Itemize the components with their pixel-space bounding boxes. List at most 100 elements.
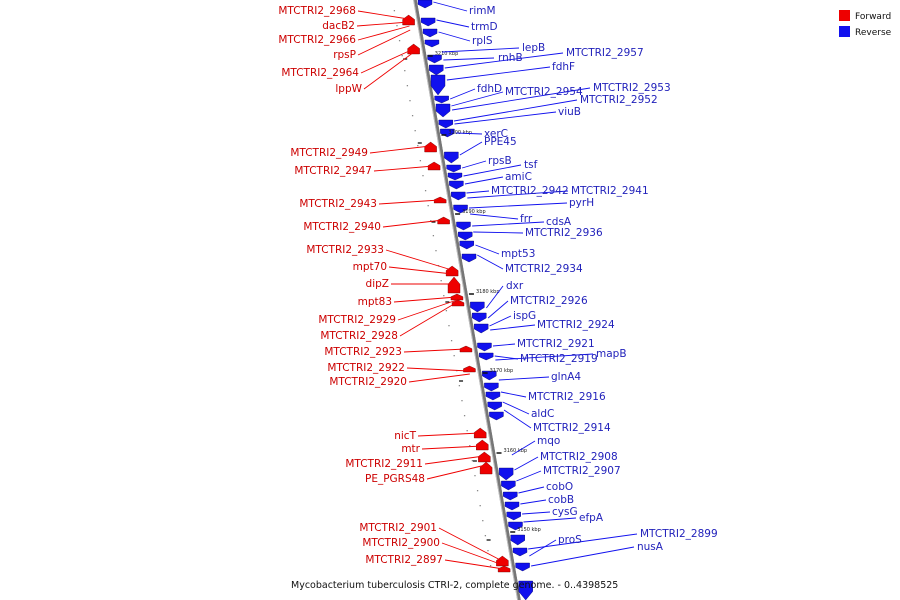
reverse-gene-block [508,521,523,531]
forward-leader-line [397,299,458,321]
reverse-leader-line [441,47,520,53]
reverse-gene-label: MTCTRI2_2926 [510,295,588,307]
reverse-gene-block [422,28,438,38]
forward-gene-block [447,276,461,294]
reverse-gene-label: PPE45 [484,136,517,148]
reverse-leader-line [451,91,504,107]
forward-gene-block [459,345,473,353]
scale-tick-label: 3190 kbp [462,209,486,215]
reverse-leader-line [523,517,577,523]
legend: Forward Reverse [839,10,892,38]
reverse-gene-label: MTCTRI2_2953 [593,82,671,94]
position-dot [404,70,406,72]
reverse-gene-label: cobO [546,481,573,493]
position-dot [427,205,429,207]
position-dot [487,550,489,552]
reverse-gene-label: trmD [471,21,498,33]
reverse-leader-line [520,499,547,505]
position-dot [435,250,437,252]
reverse-gene-label: nusA [637,541,664,553]
forward-leader-line [369,145,431,154]
forward-gene-block [427,161,441,171]
forward-gene-label: MTCTRI2_2922 [327,362,405,374]
reverse-gene-label: tsf [524,159,538,171]
reverse-leader-line [500,391,527,398]
reverse-leader-line [454,111,557,125]
reverse-gene-label: MTCTRI2_2934 [505,263,583,275]
forward-leader-line [356,21,409,27]
forward-gene-label: MTCTRI2_2968 [278,5,356,17]
forward-leader-line [406,367,470,372]
reverse-gene-label: MTCTRI2_2908 [540,451,618,463]
forward-leader-line [382,219,444,228]
backbone-highlight [413,0,519,600]
forward-gene-block [407,43,420,55]
forward-leader-line [360,48,414,74]
reverse-leader-line [502,401,530,415]
forward-gene-label: MTCTRI2_2928 [320,330,398,342]
reverse-gene-block [498,467,514,481]
forward-gene-label: MTCTRI2_2911 [345,458,423,470]
reverse-gene-block [503,491,518,501]
reverse-gene-block [485,391,501,401]
reverse-gene-label: fdhD [477,83,502,95]
reverse-gene-block [512,547,528,557]
position-dot [430,220,432,222]
reverse-gene-block [489,411,504,421]
forward-leader-line [424,455,485,465]
position-dot [398,40,401,42]
forward-leader-line [357,25,410,41]
reverse-gene-label: MTCTRI2_2914 [533,422,611,434]
forward-gene-label: MTCTRI2_2940 [303,221,381,233]
reverse-gene-block [434,95,449,104]
scale-tick-label: 3180 kbp [476,289,500,295]
position-dot [401,55,403,57]
forward-gene-label: dacB2 [322,20,355,32]
position-dot [443,295,445,297]
reverse-gene-block [430,74,446,96]
reverse-leader-line [464,176,504,185]
reverse-gene-label: MTCTRI2_2954 [505,86,583,98]
reverse-gene-label: MTCTRI2_2936 [525,227,603,239]
feature-layer [402,0,533,600]
reverse-gene-block [458,231,473,241]
forward-gene-label: MTCTRI2_2929 [318,314,396,326]
forward-gene-block [479,461,493,475]
reverse-leader-line [444,52,564,69]
reverse-gene-label: MTCTRI2_2941 [571,185,649,197]
forward-leader-line [403,348,466,353]
reverse-leader-line [433,1,468,12]
reverse-leader-line [436,19,470,28]
position-dot [424,190,427,192]
reverse-gene-label: MTCTRI2_2921 [517,338,595,350]
forward-leader-line [388,266,453,275]
reverse-gene-label: aldC [531,408,554,420]
reverse-gene-label: fdhF [552,61,575,73]
forward-leader-line [417,432,481,437]
reverse-leader-line [516,470,542,482]
reverse-gene-label: proS [558,534,582,546]
forward-leader-line [378,199,440,205]
reverse-gene-block [470,301,485,313]
forward-gene-block [497,565,511,573]
position-dot [466,430,468,432]
reverse-leader-line [490,324,536,331]
reverse-gene-block [438,119,453,129]
reverse-gene-label: mqo [537,435,560,447]
position-dot [489,565,492,567]
scale-tick-label: 3210 kbp [435,51,459,57]
reverse-gene-label: frr [520,213,533,225]
forward-gene-label: MTCTRI2_2933 [306,244,384,256]
legend-reverse-swatch [839,26,850,37]
scale-tick-label: 3150 kbp [517,527,541,533]
reverse-leader-line [495,353,594,361]
reverse-gene-label: efpA [579,512,604,524]
forward-leader-line [363,51,415,90]
reverse-leader-line [489,315,512,327]
forward-gene-block [445,265,459,277]
forward-leader-line [426,464,486,480]
reverse-gene-label: rplS [472,35,493,47]
forward-gene-label: MTCTRI2_2897 [365,554,443,566]
position-dot [406,85,409,87]
forward-gene-label: mpt83 [358,296,392,308]
